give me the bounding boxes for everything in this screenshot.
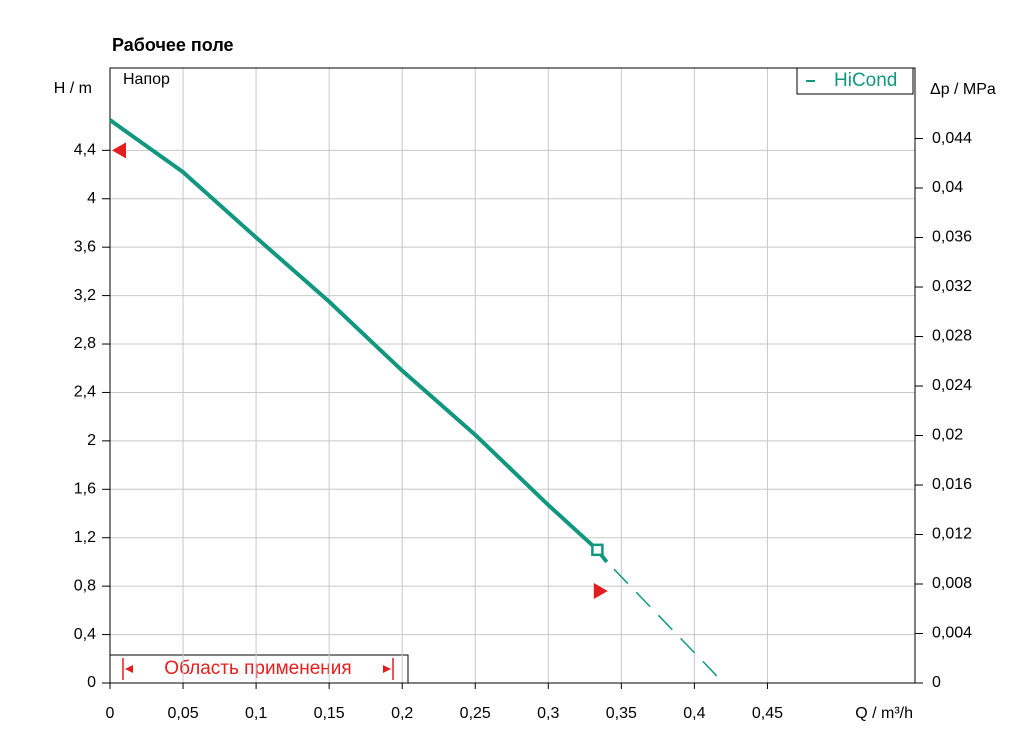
limit-marker xyxy=(112,142,126,159)
x-tick-label: 0,2 xyxy=(391,705,413,722)
x-tick-label: 0 xyxy=(106,705,115,722)
series-line xyxy=(108,118,609,564)
y-tick-label: 4,4 xyxy=(74,142,96,159)
legend: HiCond xyxy=(796,67,914,95)
y2-tick-label: 0,004 xyxy=(932,625,972,642)
y-tick-label: 2,8 xyxy=(74,335,96,352)
x-tick-label: 0,35 xyxy=(606,705,637,722)
annotation: Область применения xyxy=(164,658,351,679)
inner-label: Напор xyxy=(123,71,170,88)
legend-box xyxy=(796,67,914,95)
y-tick-label: 3,6 xyxy=(74,238,96,255)
plot-frame xyxy=(109,67,916,684)
y2-tick-label: 0,02 xyxy=(932,427,963,444)
y-tick-label: 3,2 xyxy=(74,287,96,304)
y2-tick-label: 0,008 xyxy=(932,575,972,592)
x-tick-label: 0,05 xyxy=(167,705,198,722)
x-tick-label: 0,3 xyxy=(537,705,559,722)
application-range: Область применения xyxy=(109,654,409,684)
x-tick-label: 0,4 xyxy=(683,705,705,722)
x-tick-label: 0,25 xyxy=(460,705,491,722)
y2-tick-label: 0,016 xyxy=(932,476,972,493)
operating-point xyxy=(591,543,604,557)
extension-line xyxy=(613,568,725,684)
legend-entry: HiCond xyxy=(834,70,897,91)
chart-title: Рабочее поле xyxy=(112,35,234,55)
x-axis-label: Q / m³/h xyxy=(855,705,913,722)
y2-tick-label: 0 xyxy=(932,674,941,691)
y-tick-label: 0,4 xyxy=(74,626,96,643)
y2-tick-label: 0,032 xyxy=(932,278,972,295)
y2-tick-label: 0,036 xyxy=(932,229,972,246)
annotation-box xyxy=(109,654,409,684)
y-tick-label: 0 xyxy=(87,674,96,691)
y-tick-label: 2,4 xyxy=(74,384,96,401)
limit-marker xyxy=(593,582,608,599)
y-tick-label: 1,2 xyxy=(74,529,96,546)
y2-tick-label: 0,044 xyxy=(932,130,972,147)
x-tick-label: 0,45 xyxy=(752,705,783,722)
y2-tick-label: 0,04 xyxy=(932,179,963,196)
y-tick-label: 0,8 xyxy=(74,577,96,594)
y-axis-label: H / m xyxy=(54,80,92,97)
y-tick-label: 1,6 xyxy=(74,481,96,498)
y-tick-label: 2 xyxy=(87,432,96,449)
x-tick-label: 0,15 xyxy=(314,705,345,722)
y2-tick-label: 0,012 xyxy=(932,526,972,543)
y2-tick-label: 0,028 xyxy=(932,328,972,345)
y2-axis-label: Δp / MPa xyxy=(930,81,996,98)
y2-tick-label: 0,024 xyxy=(932,377,972,394)
x-tick-label: 0,1 xyxy=(245,705,267,722)
y-tick-label: 4 xyxy=(87,190,96,207)
